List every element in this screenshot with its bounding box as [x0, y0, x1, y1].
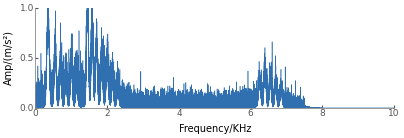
Y-axis label: Amp/(m/s²): Amp/(m/s²)	[4, 30, 14, 85]
X-axis label: Frequency/KHz: Frequency/KHz	[179, 124, 251, 134]
